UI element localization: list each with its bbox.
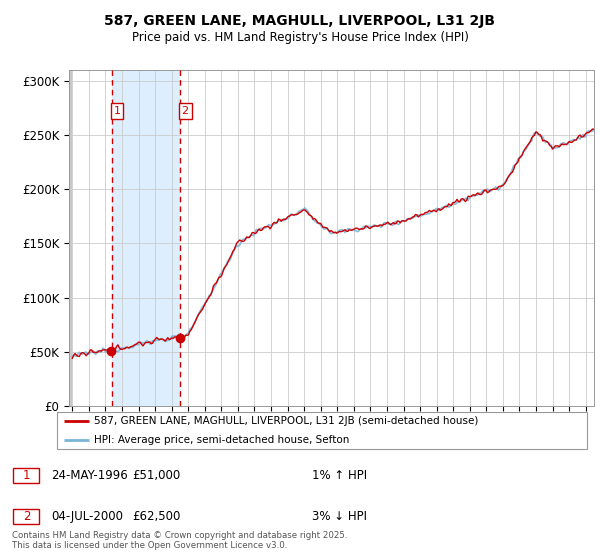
Text: 1: 1 xyxy=(23,469,30,482)
Text: £62,500: £62,500 xyxy=(132,510,181,523)
Text: 1% ↑ HPI: 1% ↑ HPI xyxy=(312,469,367,482)
FancyBboxPatch shape xyxy=(56,413,587,449)
Text: 3% ↓ HPI: 3% ↓ HPI xyxy=(312,510,367,523)
Bar xyxy=(112,70,180,406)
Bar xyxy=(69,70,73,406)
Text: Price paid vs. HM Land Registry's House Price Index (HPI): Price paid vs. HM Land Registry's House … xyxy=(131,31,469,44)
Text: 1: 1 xyxy=(113,106,121,116)
FancyBboxPatch shape xyxy=(13,468,40,483)
Text: £51,000: £51,000 xyxy=(132,469,180,482)
Text: HPI: Average price, semi-detached house, Sefton: HPI: Average price, semi-detached house,… xyxy=(94,435,350,445)
Text: 24-MAY-1996: 24-MAY-1996 xyxy=(51,469,128,482)
FancyBboxPatch shape xyxy=(13,508,40,524)
Text: 587, GREEN LANE, MAGHULL, LIVERPOOL, L31 2JB: 587, GREEN LANE, MAGHULL, LIVERPOOL, L31… xyxy=(104,14,496,28)
Text: Contains HM Land Registry data © Crown copyright and database right 2025.
This d: Contains HM Land Registry data © Crown c… xyxy=(12,530,347,550)
Text: 2: 2 xyxy=(23,510,30,523)
Text: 587, GREEN LANE, MAGHULL, LIVERPOOL, L31 2JB (semi-detached house): 587, GREEN LANE, MAGHULL, LIVERPOOL, L31… xyxy=(94,417,479,426)
Text: 2: 2 xyxy=(182,106,189,116)
Text: 04-JUL-2000: 04-JUL-2000 xyxy=(51,510,123,523)
